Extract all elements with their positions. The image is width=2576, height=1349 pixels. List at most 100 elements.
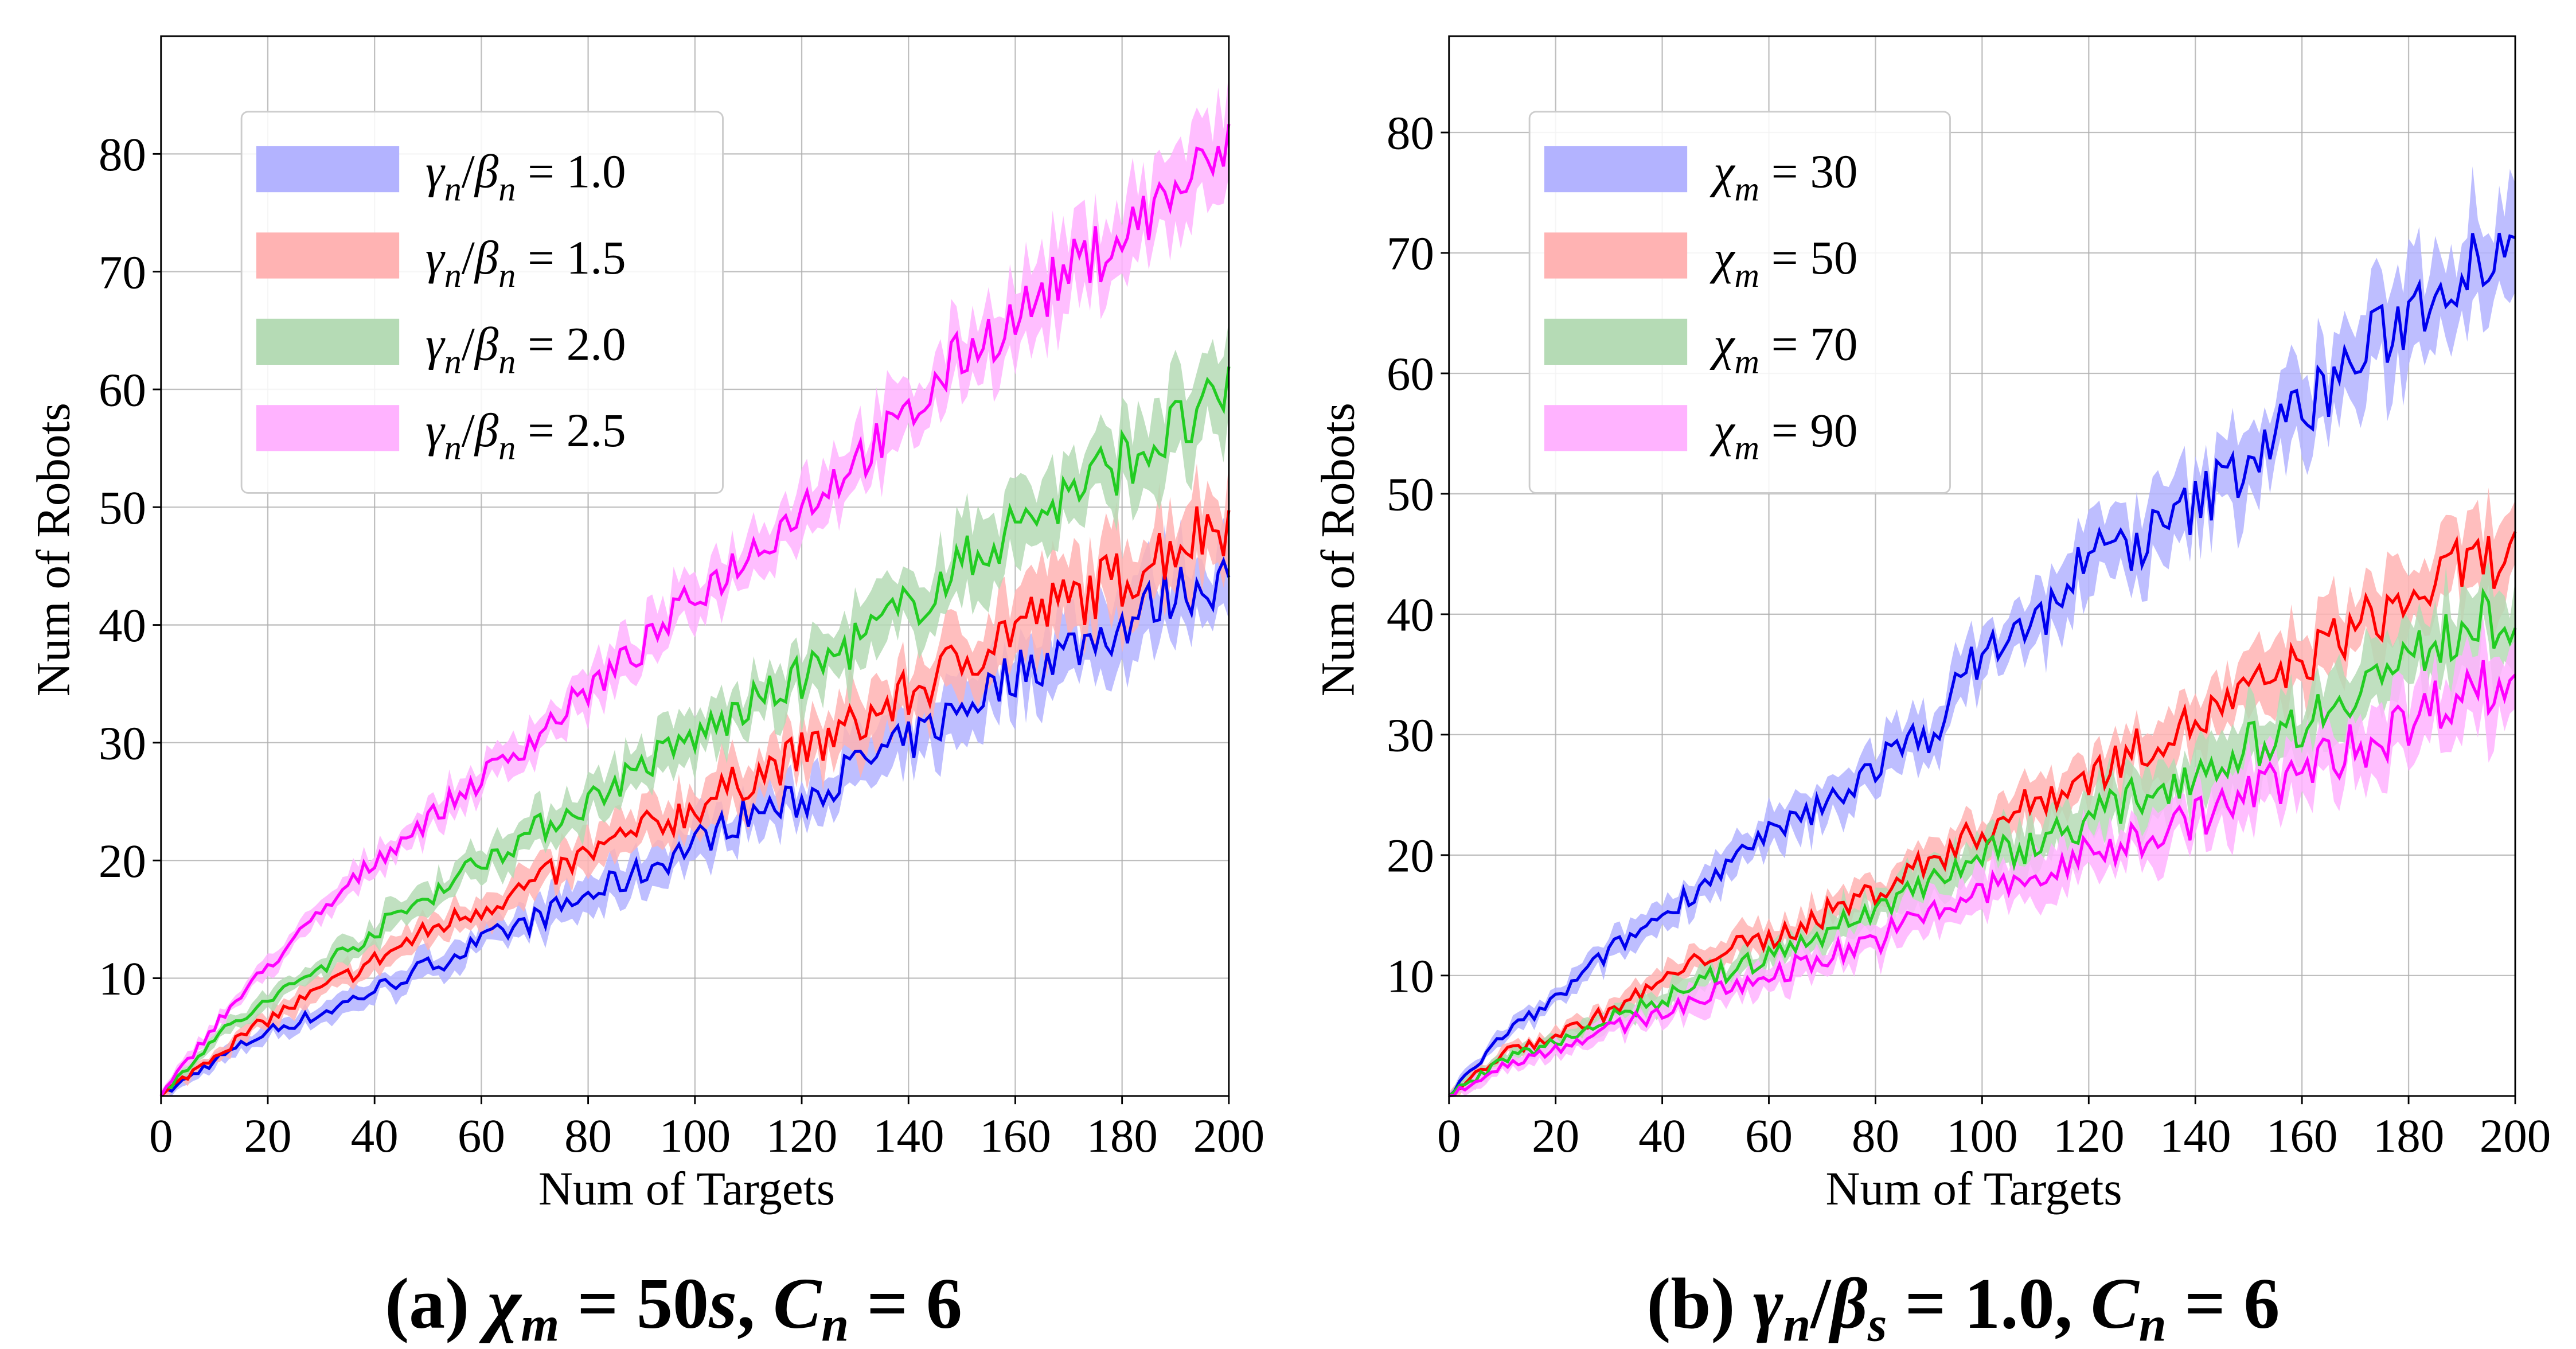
x-tick-label: 140 <box>2160 1109 2231 1162</box>
x-axis-label: Num of Targets <box>1825 1162 2122 1215</box>
text-part: = 1.0, <box>1887 1264 2090 1344</box>
y-tick-label: 60 <box>99 364 146 416</box>
legend-swatch-red <box>256 232 400 279</box>
text-part: C <box>773 1264 822 1344</box>
text-part: = 2.0 <box>516 317 626 370</box>
text-part: n <box>2139 1297 2167 1349</box>
series-line-red <box>1448 531 2517 1097</box>
series-line-magenta <box>159 123 1231 1097</box>
text-part: n <box>821 1297 849 1349</box>
legend-label: γn​/βn​ = 1.0 <box>426 145 626 209</box>
x-tick-label: 20 <box>1532 1109 1579 1162</box>
text-part: m <box>1735 342 1759 381</box>
y-tick-label: 70 <box>99 245 146 298</box>
y-tick-label: 40 <box>1387 588 1434 641</box>
text-part: C <box>2091 1264 2140 1344</box>
text-part: n <box>498 342 516 381</box>
x-tick-label: 180 <box>2373 1109 2445 1162</box>
y-tick-label: 20 <box>1387 829 1434 882</box>
text-part: = 6 <box>849 1264 962 1344</box>
text-part: γ <box>1753 1264 1783 1344</box>
x-tick-label: 100 <box>659 1109 731 1162</box>
x-tick-label: 0 <box>149 1109 173 1162</box>
subfigure-caption: (a) χm​ = 50s, Cn​ = 6 <box>385 1264 962 1349</box>
text-part: m <box>1735 429 1759 467</box>
series-line-green <box>159 367 1231 1097</box>
x-axis-label: Num of Targets <box>538 1162 835 1215</box>
x-tick-label: 60 <box>458 1109 505 1162</box>
x-tick-label: 60 <box>1745 1109 1793 1162</box>
text-part: γ <box>426 404 446 457</box>
text-part: = 30 <box>1759 145 1857 198</box>
text-part: n <box>444 256 462 295</box>
legend-swatch-magenta <box>1544 405 1688 451</box>
text-part: = 1.5 <box>516 231 626 284</box>
legend-label: χm​ = 50 <box>1709 231 1857 295</box>
text-part: , <box>737 1264 773 1344</box>
y-tick-label: 80 <box>99 128 146 181</box>
y-tick-label: 30 <box>99 717 146 770</box>
x-tick-label: 40 <box>351 1109 399 1162</box>
text-part: n <box>444 342 462 381</box>
text-part: m <box>1735 170 1759 209</box>
text-part: / <box>462 145 475 198</box>
text-part: χ <box>1709 231 1736 284</box>
y-tick-label: 10 <box>99 952 146 1005</box>
plot-area <box>1448 166 2517 1098</box>
legend-label: γn​/βn​ = 1.5 <box>426 231 626 295</box>
text-part <box>1735 1264 1753 1344</box>
x-tick-label: 120 <box>766 1109 838 1162</box>
text-part: = 2.5 <box>516 404 626 457</box>
confidence-band-magenta <box>1449 617 2516 1096</box>
text-part: = 50 <box>559 1264 709 1344</box>
text-part: χ <box>1709 404 1736 457</box>
text-part: = 6 <box>2167 1264 2280 1344</box>
legend: χm​ = 30 χm​ = 50 χm​ = 70 χm​ = 90 <box>1528 111 1951 494</box>
series-line-blue <box>159 556 1231 1097</box>
x-tick-label: 40 <box>1638 1109 1686 1162</box>
y-tick-label: 80 <box>1387 107 1434 159</box>
x-tick-label: 180 <box>1086 1109 1158 1162</box>
y-tick-label: 10 <box>1387 949 1434 1002</box>
y-tick-label: 60 <box>1387 348 1434 400</box>
y-axis-label: Num of Robots <box>1312 403 1364 696</box>
text-part: (a) <box>385 1264 469 1344</box>
text-part: / <box>462 404 475 457</box>
text-part: n <box>444 429 462 467</box>
y-tick-label: 30 <box>1387 709 1434 762</box>
x-tick-label: 200 <box>1193 1109 1265 1162</box>
text-part: s <box>708 1264 737 1344</box>
x-tick-label: 160 <box>2266 1109 2338 1162</box>
text-part: β <box>474 145 499 198</box>
x-tick-label: 100 <box>1946 1109 2018 1162</box>
text-part: β <box>1828 1264 1868 1344</box>
text-part: m <box>521 1297 559 1349</box>
text-part: γ <box>426 231 446 284</box>
x-tick-label: 80 <box>564 1109 612 1162</box>
legend-label: χm​ = 90 <box>1709 404 1857 467</box>
legend-swatch-green <box>1544 318 1688 365</box>
text-part: = 1.0 <box>516 145 626 198</box>
legend-label: γn​/βn​ = 2.0 <box>426 317 626 381</box>
text-part: β <box>474 231 499 284</box>
text-part: s <box>1867 1297 1887 1349</box>
text-part: n <box>444 170 462 209</box>
legend-box <box>1528 111 1951 494</box>
confidence-band-green <box>1449 562 2516 1096</box>
series-line-magenta <box>1449 660 2516 1098</box>
text-part: γ <box>426 317 446 370</box>
text-part: = 50 <box>1759 231 1857 284</box>
text-part: χ <box>1709 317 1736 370</box>
confidence-band-blue <box>161 517 1229 1096</box>
y-tick-label: 20 <box>99 835 146 887</box>
x-tick-label: 160 <box>979 1109 1051 1162</box>
x-tick-label: 80 <box>1852 1109 1899 1162</box>
legend-swatch-green <box>256 318 400 365</box>
x-tick-label: 20 <box>244 1109 291 1162</box>
text-part: n <box>498 256 516 295</box>
x-tick-label: 0 <box>1437 1109 1461 1162</box>
legend-swatch-blue <box>256 146 400 193</box>
legend-label: χm​ = 30 <box>1709 145 1857 209</box>
text-part: / <box>462 317 475 370</box>
